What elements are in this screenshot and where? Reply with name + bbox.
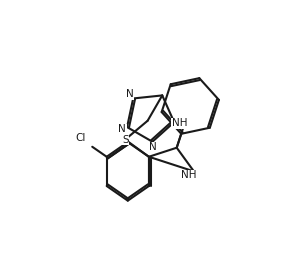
Text: N: N [149,142,157,152]
Text: NH: NH [172,118,187,128]
Text: NH: NH [181,170,197,180]
Text: N: N [126,89,133,99]
Text: N: N [118,124,126,134]
Text: S: S [122,135,128,145]
Text: Cl: Cl [75,133,85,144]
